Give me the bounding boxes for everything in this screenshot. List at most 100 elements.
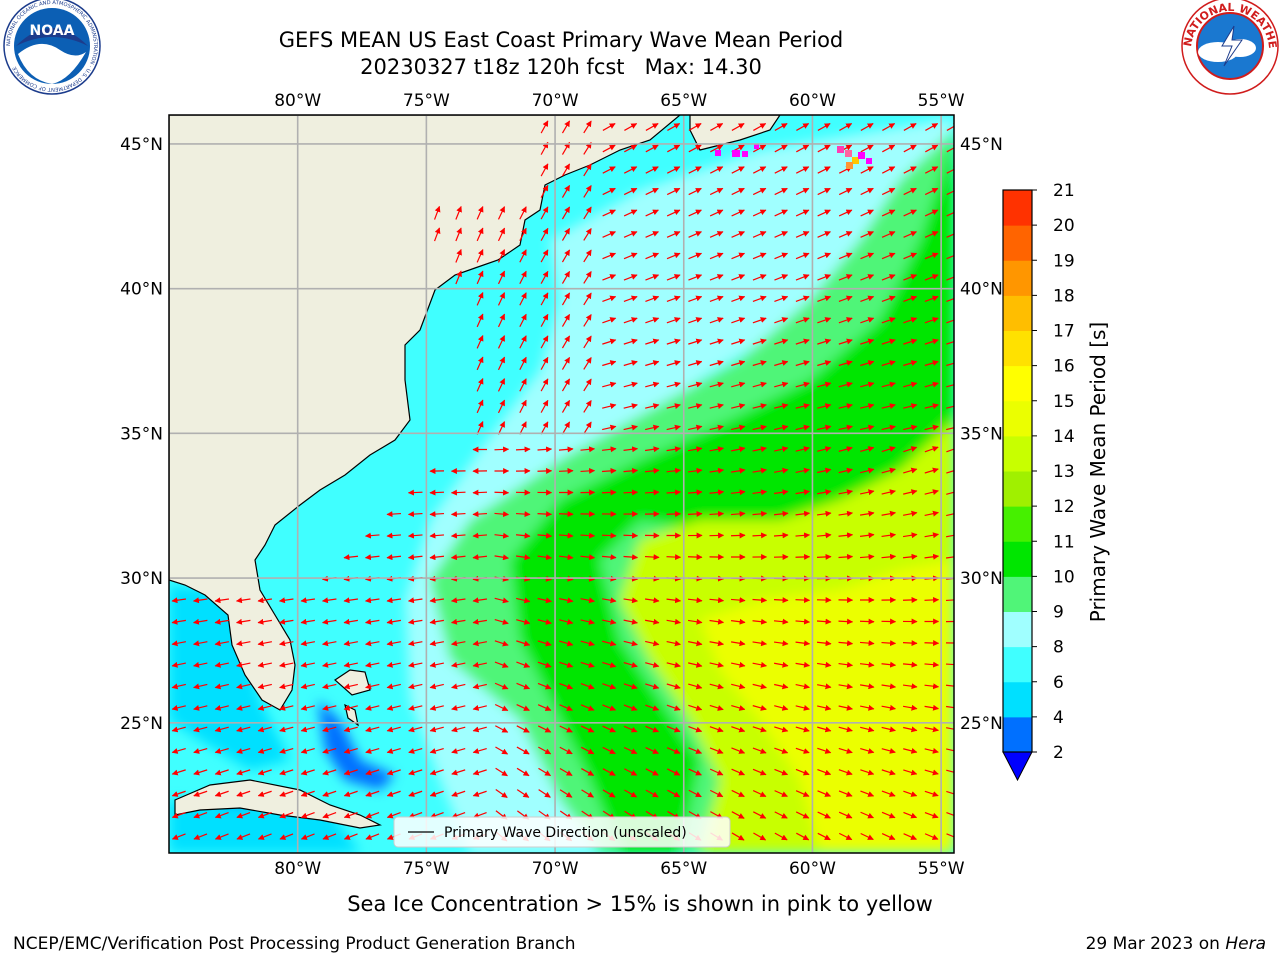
wave-arrow [279, 769, 294, 776]
wave-arrow [497, 270, 506, 285]
wave-arrow [946, 188, 954, 196]
wave-arrow [580, 704, 595, 711]
wave-arrow [472, 683, 487, 690]
wave-arrow [623, 683, 638, 690]
wave-arrow [903, 467, 918, 474]
wave-arrow [903, 510, 918, 517]
wave-arrow [279, 726, 294, 733]
wave-arrow [214, 661, 229, 668]
wave-arrow [644, 446, 660, 453]
wave-arrow [386, 511, 402, 518]
wave-arrow [709, 231, 724, 238]
wave-arrow [709, 274, 724, 281]
wave-arrow [476, 249, 484, 263]
wave-arrow [752, 424, 767, 431]
wave-arrow [774, 295, 789, 302]
wave-arrow [924, 769, 939, 776]
wave-arrow [774, 317, 789, 324]
wave-arrow [795, 597, 811, 604]
wave-arrow [494, 682, 509, 690]
wave-arrow [709, 467, 725, 474]
wave-arrow [709, 683, 724, 690]
wave-arrow [752, 661, 767, 668]
wave-arrow [688, 789, 702, 798]
wave-arrow [731, 704, 746, 711]
wave-arrow [624, 144, 638, 153]
wave-arrow [540, 184, 549, 198]
wave-arrow [946, 123, 954, 131]
wave-arrow [859, 532, 875, 539]
wave-arrow [497, 356, 506, 371]
wave-arrow [537, 511, 553, 518]
wave-arrow [257, 747, 272, 754]
wave-arrow [687, 597, 703, 604]
wave-arrow [645, 640, 660, 647]
wave-arrow [838, 532, 854, 539]
wave-arrow [838, 209, 853, 217]
wave-arrow [795, 790, 810, 797]
wave-arrow [881, 769, 896, 776]
wave-arrow [193, 726, 208, 733]
wave-arrow [214, 683, 229, 690]
wave-arrow [946, 446, 954, 453]
wave-arrow [795, 553, 811, 560]
wave-arrow [214, 833, 229, 840]
wave-arrow [709, 187, 724, 196]
wave-arrow [687, 489, 703, 496]
wave-arrow [731, 338, 746, 345]
wave-arrow [558, 532, 574, 539]
wave-arrow [924, 510, 939, 517]
wave-arrow [924, 446, 939, 453]
wave-arrow [645, 381, 660, 388]
wave-arrow [924, 231, 939, 238]
wave-arrow [666, 618, 681, 625]
wave-arrow [924, 661, 940, 668]
wave-arrow [645, 747, 659, 754]
wave-arrow [601, 446, 617, 453]
wave-arrow [472, 726, 487, 733]
wave-arrow [540, 313, 549, 327]
wave-arrow [924, 811, 939, 819]
wave-arrow [666, 768, 681, 776]
wave-arrow [903, 187, 917, 196]
wave-arrow [623, 554, 639, 561]
wave-arrow [709, 768, 724, 776]
wave-arrow [408, 726, 423, 733]
wave-arrow [623, 704, 638, 711]
wave-arrow [688, 317, 703, 324]
wave-arrow [476, 378, 484, 392]
wave-arrow [731, 768, 745, 776]
wave-arrow [925, 144, 939, 153]
wave-arrow [795, 424, 810, 431]
wave-arrow [709, 704, 724, 711]
wave-arrow [472, 554, 488, 561]
wave-arrow [429, 554, 445, 561]
wave-arrow [408, 640, 423, 647]
wave-arrow [860, 832, 874, 841]
wave-arrow [860, 424, 875, 431]
wave-arrow [386, 769, 401, 776]
wave-arrow [322, 812, 337, 819]
wave-arrow [322, 661, 337, 668]
wave-arrow [860, 317, 875, 324]
colorbar-segment [1003, 716, 1032, 753]
colorbar-segment [1003, 506, 1032, 542]
wave-arrow [408, 747, 423, 754]
wave-arrow [946, 381, 954, 388]
lat-tick-label-left: 35°N [120, 424, 163, 444]
wave-arrow [860, 252, 875, 260]
footer-date: 29 Mar 2023 on Hera [1086, 934, 1266, 954]
wave-arrow [731, 811, 745, 819]
gridlines [169, 115, 954, 853]
wave-arrow [214, 790, 229, 797]
colorbar-tick-label: 4 [1053, 708, 1064, 728]
wave-arrow [925, 123, 939, 131]
wave-arrow [407, 597, 423, 604]
wave-arrow [709, 789, 724, 798]
wave-arrow [817, 489, 832, 496]
wave-arrow [645, 424, 660, 431]
wave-arrow [343, 833, 358, 840]
wave-arrow [796, 123, 810, 131]
wave-arrow [494, 489, 510, 496]
wave-arrow [515, 532, 531, 539]
